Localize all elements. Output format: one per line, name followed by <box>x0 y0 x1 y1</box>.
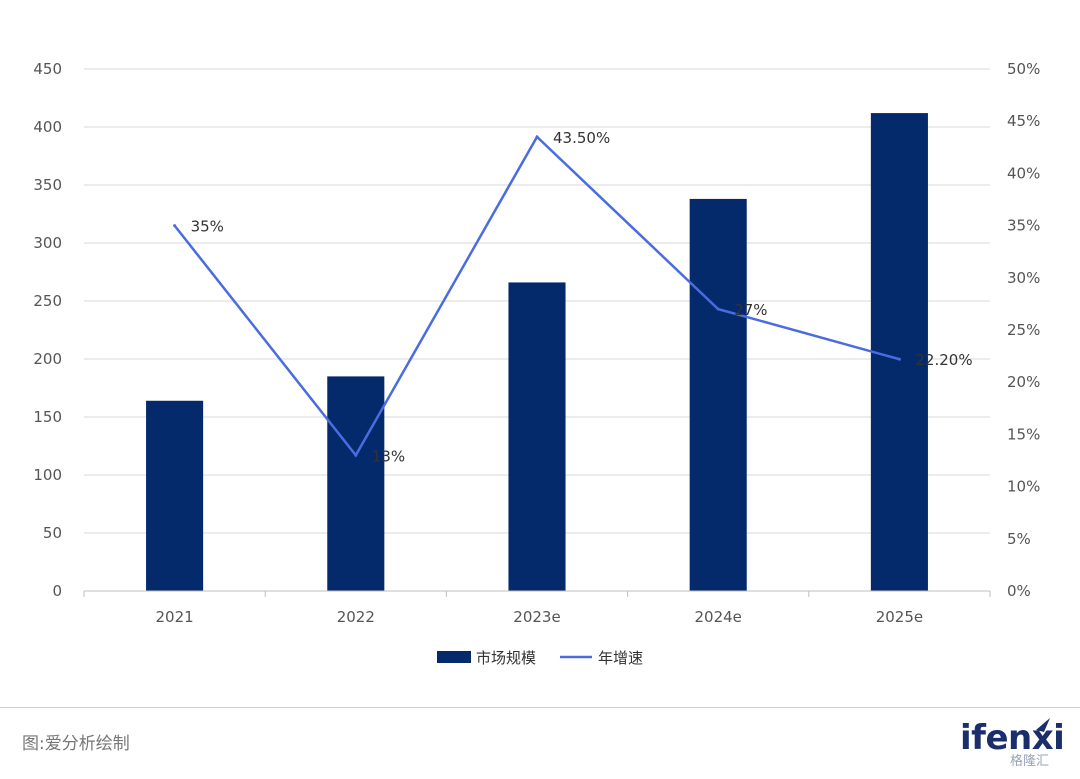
line-point <box>897 357 901 361</box>
ifenxi-logo: ifenxi 格隆汇 <box>960 718 1065 769</box>
axes: 0 50 100 150 200 250 300 350 400 450 0% 5% 10% 15% 20%… <box>33 60 1040 626</box>
bar <box>146 400 204 591</box>
y-left-tick-label: 250 <box>33 292 62 310</box>
data-label: 27% <box>734 301 767 319</box>
y-right-tick-label: 40% <box>1007 164 1040 182</box>
legend-swatch-bar <box>437 651 471 663</box>
y-left-tick-label: 200 <box>33 350 62 368</box>
y-right-tick-label: 35% <box>1007 217 1040 235</box>
legend: 市场规模 年增速 <box>437 649 643 667</box>
y-right-tick-label: 10% <box>1007 478 1040 496</box>
y-right-tick-label: 25% <box>1007 321 1040 339</box>
bar <box>508 282 566 591</box>
x-tick-label: 2025e <box>876 608 923 626</box>
logo-arrow-icon <box>1036 718 1050 732</box>
footer-divider <box>0 707 1080 708</box>
data-labels: 35% 13% 43.50% 27% 22.20% <box>191 129 973 465</box>
y-left-tick-label: 50 <box>43 524 62 542</box>
y-left-tick-label: 400 <box>33 118 62 136</box>
y-right-tick-label: 45% <box>1007 112 1040 130</box>
y-right-tick-label: 50% <box>1007 60 1040 78</box>
x-tick-label: 2022 <box>337 608 375 626</box>
y-right-tick-label: 5% <box>1007 530 1031 548</box>
line-point <box>173 224 177 228</box>
data-label: 43.50% <box>553 129 610 147</box>
y-left-tick-label: 0 <box>52 582 62 600</box>
x-tick-label: 2021 <box>156 608 194 626</box>
y-right-tick-label: 0% <box>1007 582 1031 600</box>
legend-label-bar: 市场规模 <box>476 649 536 667</box>
y-right-tick-label: 15% <box>1007 425 1040 443</box>
bar <box>689 198 747 592</box>
y-left-tick-label: 150 <box>33 408 62 426</box>
line-point <box>354 453 358 457</box>
source-note: 图:爱分析绘制 <box>22 734 130 754</box>
x-tick-label: 2023e <box>513 608 560 626</box>
y-left-tick-label: 300 <box>33 234 62 252</box>
bars <box>146 113 928 592</box>
y-left-tick-label: 450 <box>33 60 62 78</box>
line-point <box>716 307 720 311</box>
x-tick-label: 2024e <box>694 608 741 626</box>
y-right-tick-label: 20% <box>1007 373 1040 391</box>
line-point <box>535 135 539 139</box>
data-label: 13% <box>372 447 405 465</box>
legend-label-line: 年增速 <box>598 649 643 667</box>
y-right-tick-label: 30% <box>1007 269 1040 287</box>
growth-line <box>173 134 901 458</box>
chart: 0 50 100 150 200 250 300 350 400 450 0% 5% 10% 15% 20%… <box>33 60 1040 667</box>
data-label: 35% <box>191 218 224 236</box>
bar <box>327 376 385 591</box>
y-left-tick-label: 100 <box>33 466 62 484</box>
watermark-text: 格隆汇 <box>1010 754 1050 769</box>
data-label: 22.20% <box>915 351 972 369</box>
logo-text: ifenxi <box>960 718 1065 758</box>
bar <box>870 113 928 591</box>
y-left-tick-label: 350 <box>33 176 62 194</box>
